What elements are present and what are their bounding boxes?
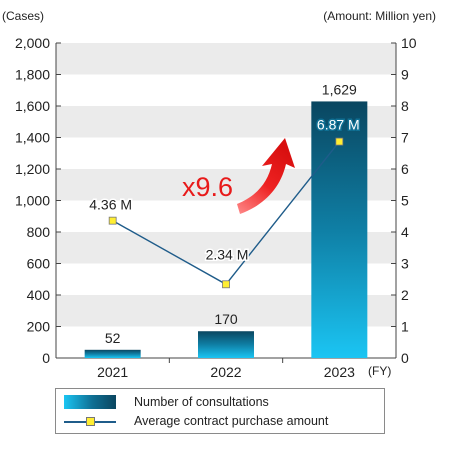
right-tick-label: 6 — [401, 161, 409, 177]
legend-label-consultations: Number of consultations — [134, 395, 269, 409]
left-tick-label: 1,800 — [15, 67, 50, 83]
growth-arrow — [237, 138, 295, 214]
line-point-2023 — [335, 137, 344, 146]
right-tick-label: 3 — [401, 256, 409, 272]
legend-label-purchase-amount: Average contract purchase amount — [134, 414, 329, 428]
legend-item-purchase-amount: Average contract purchase amount — [64, 412, 328, 430]
left-tick-label: 1,600 — [15, 98, 50, 114]
right-tick-label: 9 — [401, 67, 409, 83]
left-tick-label: 200 — [27, 319, 51, 335]
right-tick-label: 0 — [401, 350, 409, 366]
line-point-2021 — [108, 216, 117, 225]
bar-2022 — [198, 331, 254, 358]
legend-line-swatch — [64, 414, 116, 428]
left-tick-label: 1,200 — [15, 161, 50, 177]
right-tick-label: 5 — [401, 193, 409, 209]
left-tick-label: 1,000 — [15, 193, 50, 209]
left-tick-label: 600 — [27, 256, 51, 272]
legend-bar-swatch — [64, 395, 116, 409]
right-axis-unit: (Amount: Million yen) — [323, 9, 436, 23]
line-label-2021: 4.36 M — [89, 197, 132, 213]
grid-band — [56, 43, 396, 75]
bar-label-2021: 52 — [105, 330, 121, 346]
x-tick-label: 2023 — [324, 364, 355, 380]
left-tick-label: 0 — [42, 350, 50, 366]
left-tick-label: 1,400 — [15, 130, 50, 146]
bar-label-2023: 1,629 — [322, 81, 357, 97]
bar-2021 — [84, 349, 141, 358]
left-tick-label: 2,000 — [15, 35, 50, 51]
x-tick-label: 2022 — [210, 364, 241, 380]
right-tick-label: 7 — [401, 130, 409, 146]
left-axis-unit: (Cases) — [2, 9, 45, 23]
line-label-2022: 2.34 M — [206, 246, 249, 262]
x-tick-label: 2021 — [97, 364, 128, 380]
right-tick-label: 4 — [401, 224, 409, 240]
right-tick-label: 10 — [401, 35, 417, 51]
line-label-2023: 6.87 M — [317, 117, 360, 133]
growth-annotation: x9.6 — [182, 172, 233, 202]
bar-label-2022: 170 — [214, 311, 238, 327]
right-tick-label: 1 — [401, 319, 409, 335]
left-tick-label: 800 — [27, 224, 51, 240]
legend: Number of consultations Average contract… — [55, 388, 385, 434]
line-point-2022 — [222, 280, 230, 289]
right-tick-label: 2 — [401, 287, 409, 303]
x-axis-unit: (FY) — [368, 364, 392, 378]
legend-item-consultations: Number of consultations — [64, 393, 269, 411]
left-tick-label: 400 — [27, 287, 51, 303]
right-tick-label: 8 — [401, 98, 409, 114]
